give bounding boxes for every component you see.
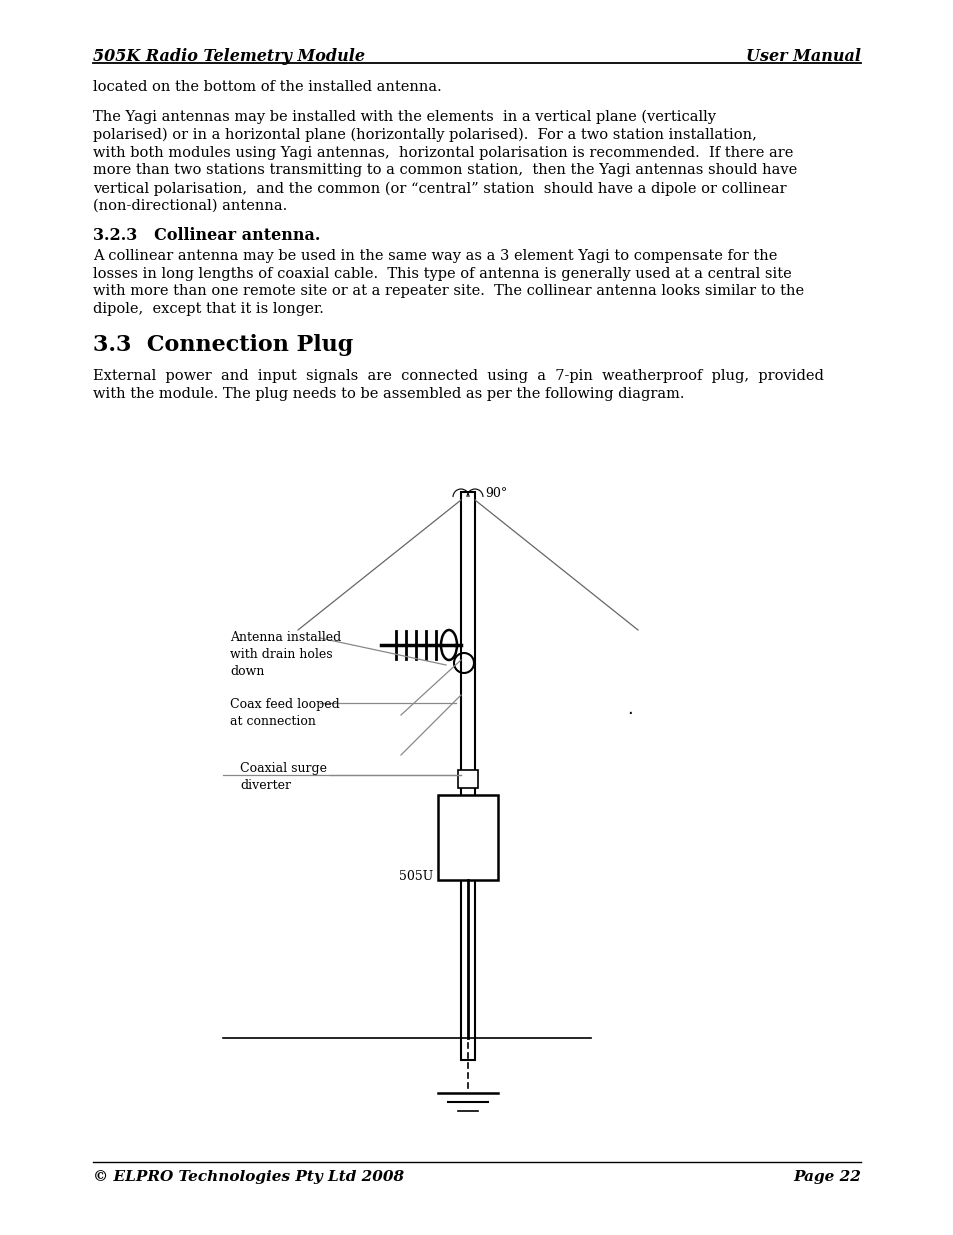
Text: Coaxial surge
diverter: Coaxial surge diverter (240, 762, 327, 792)
Bar (457, 769, 477, 788)
Text: A collinear antenna may be used in the same way as a 3 element Yagi to compensat: A collinear antenna may be used in the s… (92, 248, 777, 263)
Text: .: . (626, 700, 632, 718)
Text: polarised) or in a horizontal plane (horizontally polarised).  For a two station: polarised) or in a horizontal plane (hor… (92, 127, 756, 142)
Text: more than two stations transmitting to a common station,  then the Yagi antennas: more than two stations transmitting to a… (92, 163, 797, 178)
Text: dipole,  except that it is longer.: dipole, except that it is longer. (92, 303, 323, 316)
Text: 505U: 505U (398, 869, 433, 883)
Text: © ELPRO Technologies Pty Ltd 2008: © ELPRO Technologies Pty Ltd 2008 (92, 1170, 404, 1184)
Text: losses in long lengths of coaxial cable.  This type of antenna is generally used: losses in long lengths of coaxial cable.… (92, 267, 791, 280)
Text: External  power  and  input  signals  are  connected  using  a  7-pin  weatherpr: External power and input signals are con… (92, 369, 823, 383)
Text: with both modules using Yagi antennas,  horizontal polarisation is recommended. : with both modules using Yagi antennas, h… (92, 146, 793, 159)
Text: vertical polarisation,  and the common (or “central” station  should have a dipo: vertical polarisation, and the common (o… (92, 182, 786, 195)
Bar (460, 492, 475, 1060)
Text: Coax feed looped
at connection: Coax feed looped at connection (230, 698, 339, 727)
Bar (437, 795, 497, 881)
Text: Antenna installed
with drain holes
down: Antenna installed with drain holes down (230, 631, 341, 678)
Text: 90°: 90° (484, 487, 507, 500)
Text: 3.2.3   Collinear antenna.: 3.2.3 Collinear antenna. (92, 227, 320, 243)
Text: The Yagi antennas may be installed with the elements  in a vertical plane (verti: The Yagi antennas may be installed with … (92, 110, 716, 125)
Text: 3.3  Connection Plug: 3.3 Connection Plug (92, 333, 353, 356)
Text: User Manual: User Manual (745, 48, 861, 65)
Text: 505K Radio Telemetry Module: 505K Radio Telemetry Module (92, 48, 365, 65)
Text: located on the bottom of the installed antenna.: located on the bottom of the installed a… (92, 80, 441, 94)
Text: Page 22: Page 22 (792, 1170, 861, 1184)
Text: with more than one remote site or at a repeater site.  The collinear antenna loo: with more than one remote site or at a r… (92, 284, 803, 299)
Text: (non-directional) antenna.: (non-directional) antenna. (92, 199, 287, 212)
Text: with the module. The plug needs to be assembled as per the following diagram.: with the module. The plug needs to be as… (92, 387, 684, 401)
